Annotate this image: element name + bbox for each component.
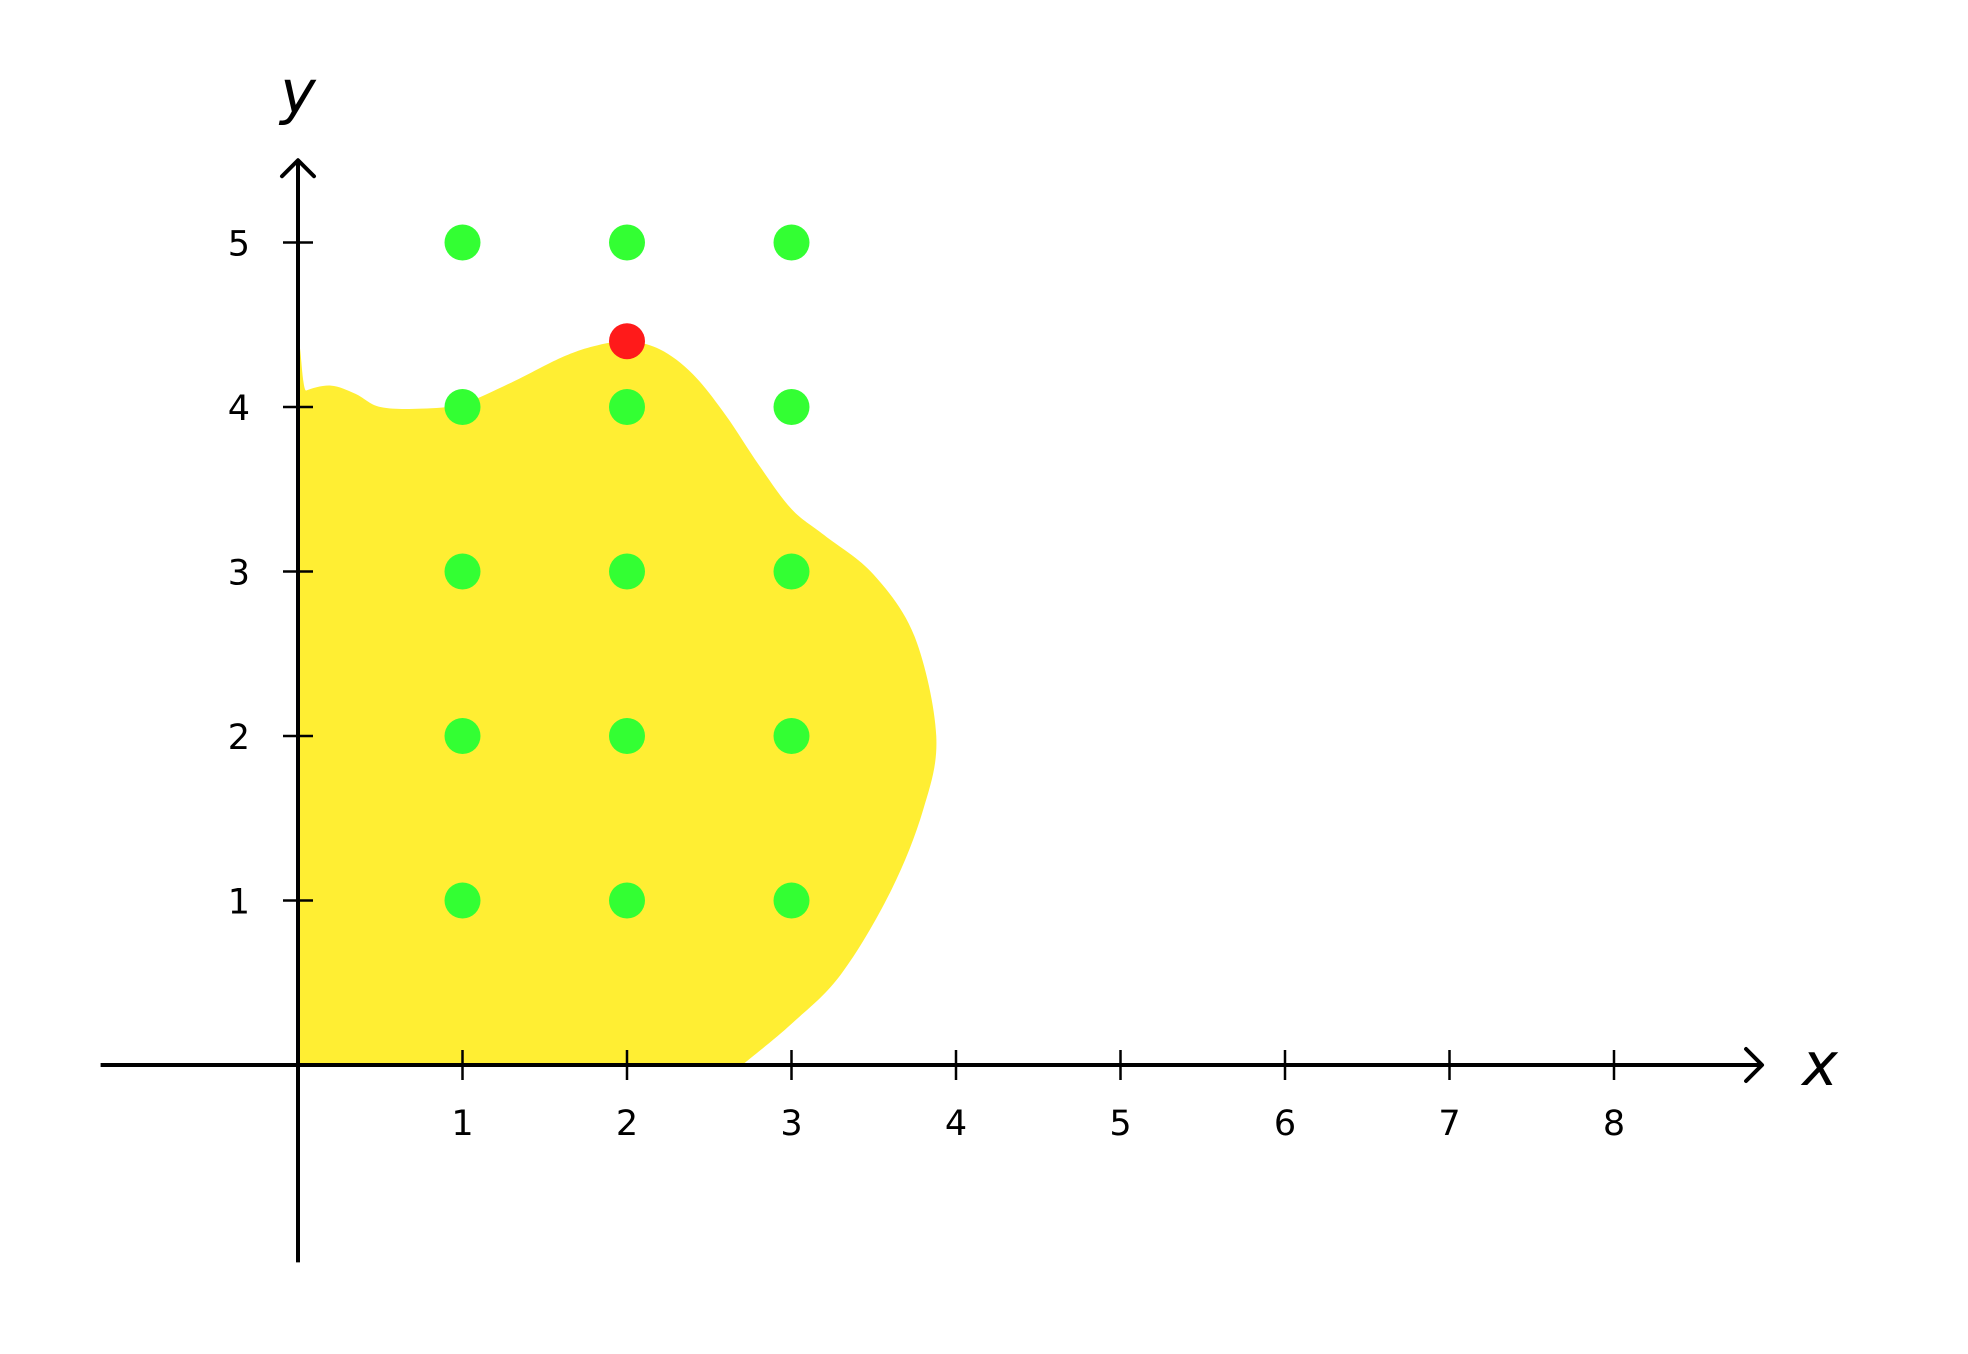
x-tick-label: 4 [945, 1104, 967, 1144]
lattice-point [773, 224, 810, 261]
points-layer [444, 224, 810, 919]
lattice-point [609, 718, 645, 754]
lattice-point [773, 718, 810, 754]
y-tick-label: 4 [228, 389, 250, 429]
y-axis-label: y [278, 57, 317, 127]
lattice-point [609, 553, 645, 590]
y-tick-label: 3 [228, 554, 250, 594]
labels-layer: x y 1 2 3 4 5 6 7 8 1 2 3 4 5 [228, 57, 1839, 1144]
feasible-region-layer [298, 341, 937, 1066]
y-tick-label: 2 [228, 718, 250, 758]
x-tick-label: 6 [1274, 1104, 1296, 1144]
x-axis-label: x [1800, 1030, 1838, 1100]
x-tick-label: 2 [616, 1104, 638, 1144]
lattice-point [773, 553, 810, 590]
x-tick-label: 5 [1109, 1104, 1131, 1144]
y-tick-label: 5 [228, 225, 250, 265]
x-tick-label: 3 [780, 1104, 802, 1144]
lattice-point [444, 224, 481, 261]
lattice-point [444, 389, 481, 425]
lattice-point [609, 224, 645, 261]
lattice-point [444, 882, 481, 919]
highlighted-point [609, 323, 645, 360]
x-tick-label: 7 [1438, 1104, 1460, 1144]
x-tick-label: 8 [1603, 1104, 1625, 1144]
x-tick-label: 1 [451, 1104, 473, 1144]
lattice-point [444, 718, 481, 754]
feasible-region [298, 341, 937, 1066]
axes-layer [100, 158, 1765, 1263]
x-axis-arrow [1744, 1047, 1765, 1083]
lattice-point [609, 882, 645, 919]
y-tick-label: 1 [228, 883, 250, 923]
y-axis-arrow [280, 158, 316, 179]
lattice-point [773, 882, 810, 919]
lattice-point [773, 389, 810, 425]
lattice-point [444, 553, 481, 590]
lattice-point [609, 389, 645, 425]
